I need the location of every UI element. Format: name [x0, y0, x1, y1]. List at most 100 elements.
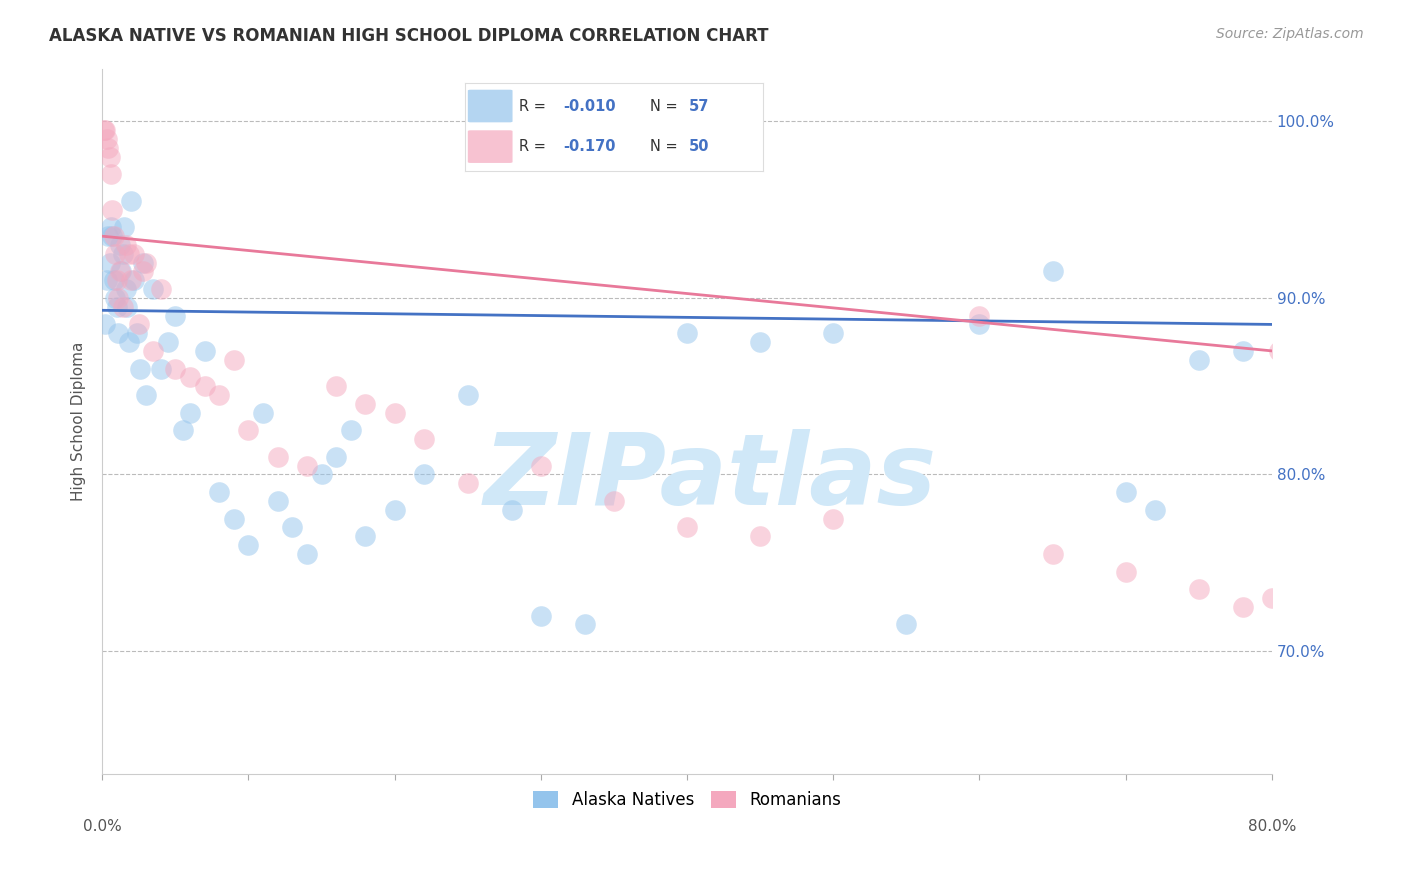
Point [266, 494, 288, 508]
Point [384, 406, 406, 420]
Point [339, 423, 361, 437]
Text: ZIPatlas: ZIPatlas [484, 429, 936, 526]
Point [222, 511, 245, 525]
Point [100, 220, 122, 235]
Point [1268, 343, 1291, 358]
Point [501, 502, 523, 516]
Point [574, 617, 596, 632]
Point [1115, 485, 1137, 500]
Point [120, 194, 142, 208]
Point [111, 247, 134, 261]
Point [96, 273, 118, 287]
Point [103, 273, 125, 287]
Point [105, 300, 128, 314]
Point [1275, 538, 1298, 552]
Point [222, 352, 245, 367]
Point [179, 370, 201, 384]
Point [128, 318, 150, 332]
Point [969, 318, 991, 332]
Point [412, 467, 434, 482]
Point [969, 309, 991, 323]
Point [110, 264, 132, 278]
Point [117, 247, 139, 261]
Point [94, 318, 117, 332]
Point [124, 247, 146, 261]
Point [1143, 502, 1166, 516]
Point [530, 458, 553, 473]
Point [132, 255, 155, 269]
Point [208, 388, 231, 402]
Point [193, 343, 215, 358]
Point [896, 617, 918, 632]
Point [132, 264, 155, 278]
Point [530, 608, 553, 623]
Point [107, 291, 129, 305]
Point [115, 300, 138, 314]
Point [676, 326, 699, 341]
Point [252, 406, 274, 420]
Text: 0.0%: 0.0% [83, 819, 121, 834]
Point [749, 529, 772, 543]
Point [354, 529, 377, 543]
Point [412, 432, 434, 446]
Point [108, 238, 131, 252]
Point [238, 423, 260, 437]
Y-axis label: High School Diploma: High School Diploma [72, 342, 86, 501]
Point [1282, 547, 1305, 561]
Point [120, 273, 142, 287]
Point [149, 282, 172, 296]
Text: 80.0%: 80.0% [1247, 819, 1296, 834]
Point [354, 397, 377, 411]
Point [124, 273, 146, 287]
Point [1115, 565, 1137, 579]
Point [111, 300, 134, 314]
Point [142, 343, 165, 358]
Point [295, 547, 318, 561]
Point [101, 202, 124, 217]
Point [1261, 591, 1284, 605]
Point [325, 379, 347, 393]
Point [193, 379, 215, 393]
Point [149, 361, 172, 376]
Point [112, 220, 135, 235]
Point [104, 247, 127, 261]
Point [457, 476, 479, 491]
Point [1232, 599, 1254, 614]
Point [1272, 370, 1295, 384]
Point [179, 406, 201, 420]
Point [117, 334, 139, 349]
Point [1042, 264, 1064, 278]
Point [142, 282, 165, 296]
Point [603, 494, 626, 508]
Point [1188, 352, 1211, 367]
Point [156, 334, 179, 349]
Point [457, 388, 479, 402]
Point [1042, 547, 1064, 561]
Point [101, 229, 124, 244]
Point [172, 423, 194, 437]
Point [97, 141, 120, 155]
Point [97, 229, 120, 244]
Point [114, 238, 136, 252]
Point [1232, 343, 1254, 358]
Point [208, 485, 231, 500]
Point [129, 361, 152, 376]
Point [96, 132, 118, 146]
Point [135, 255, 157, 269]
Point [823, 511, 845, 525]
Point [325, 450, 347, 464]
Text: Source: ZipAtlas.com: Source: ZipAtlas.com [1216, 27, 1364, 41]
Point [98, 255, 121, 269]
Point [238, 538, 260, 552]
Point [165, 309, 187, 323]
Legend: Alaska Natives, Romanians: Alaska Natives, Romanians [527, 784, 848, 815]
Point [127, 326, 149, 341]
Point [135, 388, 157, 402]
Point [94, 123, 117, 137]
Point [107, 326, 129, 341]
Point [108, 264, 131, 278]
Point [103, 229, 125, 244]
Point [823, 326, 845, 341]
Point [384, 502, 406, 516]
Point [281, 520, 304, 534]
